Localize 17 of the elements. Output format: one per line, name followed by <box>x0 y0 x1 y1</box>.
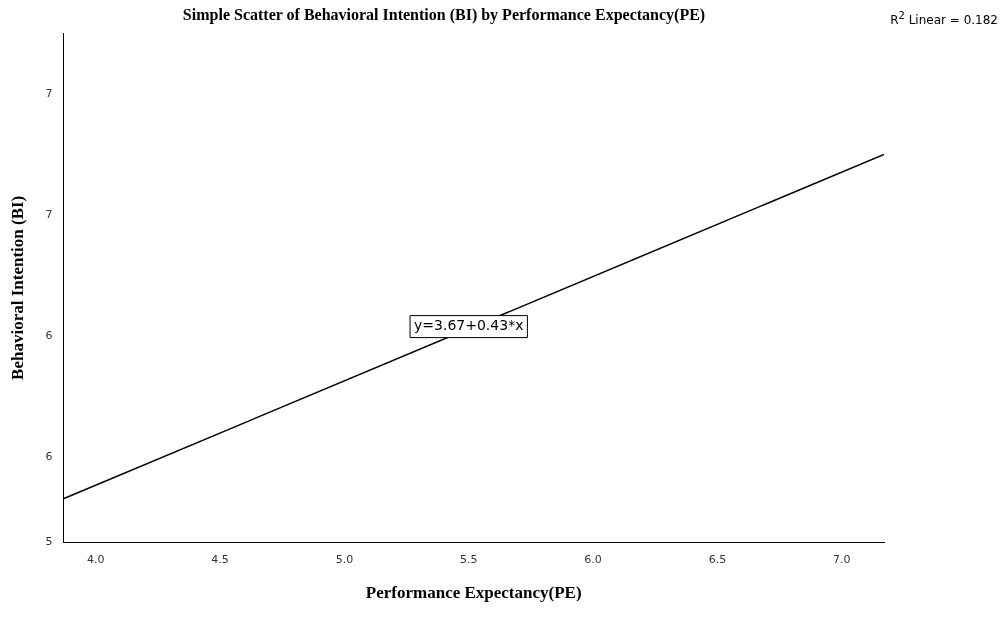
y-tick-label: 7 <box>45 86 53 100</box>
y-tick-label: 7 <box>45 207 53 221</box>
y-tick-label: 5 <box>45 535 53 549</box>
y-axis-title: Behavioral Intention (BI) <box>7 195 27 380</box>
x-tick-label: 4.0 <box>86 552 105 566</box>
chart-title: Simple Scatter of Behavioral Intention (BI) by Performance Expectancy(PE) <box>182 5 706 24</box>
x-axis-title: Performance Expectancy(PE) <box>365 583 582 603</box>
x-tick-label: 6.0 <box>584 552 602 566</box>
x-tick-label: 7.0 <box>832 552 851 566</box>
x-tick-label: 4.5 <box>211 552 229 566</box>
x-tick-label: 6.5 <box>708 552 727 566</box>
x-tick-label: 5.0 <box>335 552 354 566</box>
text: R$^{2}$ Linear = 0.182 <box>890 10 998 27</box>
y-tick-label: 6 <box>45 450 53 464</box>
y-tick-label: 6 <box>45 329 53 343</box>
annotation: y=3.67+0.43*x <box>414 317 524 334</box>
x-tick-label: 5.5 <box>459 552 478 566</box>
